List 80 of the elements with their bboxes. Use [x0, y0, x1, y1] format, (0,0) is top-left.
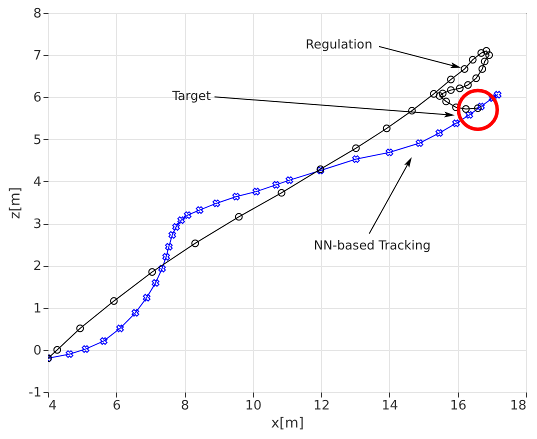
point — [477, 102, 485, 110]
point — [158, 264, 166, 272]
point — [416, 139, 424, 147]
y-tick-label: 0 — [33, 343, 42, 358]
point — [252, 188, 260, 196]
point — [162, 253, 170, 261]
point — [477, 49, 486, 57]
point — [386, 148, 394, 156]
x-tick-label: 18 — [510, 398, 526, 414]
point — [466, 111, 474, 119]
point — [172, 223, 180, 231]
y-tick-label: 6 — [33, 90, 42, 106]
y-tick-label: 5 — [33, 132, 42, 148]
point — [165, 242, 173, 251]
point — [177, 216, 185, 224]
point — [53, 346, 62, 354]
point — [485, 51, 493, 59]
point — [76, 324, 84, 332]
point — [232, 192, 240, 200]
point — [447, 76, 455, 84]
y-tick-label: 2 — [33, 259, 42, 274]
point — [272, 180, 280, 189]
point — [184, 211, 192, 219]
point — [110, 297, 118, 305]
point — [148, 268, 156, 276]
annotation: Regulation — [306, 36, 372, 52]
point — [452, 120, 460, 128]
point — [474, 104, 482, 112]
point — [462, 105, 470, 113]
point — [482, 47, 490, 55]
point — [382, 124, 391, 132]
point — [480, 58, 489, 66]
annotation: Target — [171, 88, 211, 103]
x-tick-label: 6 — [112, 398, 121, 414]
point — [100, 337, 108, 345]
point — [436, 92, 444, 100]
y-tick-label: 4 — [33, 174, 42, 190]
point — [352, 144, 360, 152]
y-axis-title: z[m] — [8, 187, 24, 219]
point — [456, 88, 499, 131]
point — [456, 84, 464, 92]
point — [235, 212, 243, 221]
point — [468, 56, 477, 64]
y-tick-label: 3 — [33, 217, 42, 232]
point — [430, 90, 438, 98]
point — [494, 90, 502, 99]
point — [212, 200, 220, 208]
x-tick-label: 12 — [313, 398, 330, 414]
x-tick-label: 16 — [450, 398, 466, 414]
point — [132, 309, 140, 317]
point — [66, 350, 74, 358]
point — [478, 65, 486, 73]
y-tick-label: 8 — [33, 6, 42, 22]
point — [191, 240, 200, 248]
y-tick-label: 7 — [33, 48, 42, 64]
annotation: NN-based Tracking — [314, 238, 431, 253]
point — [472, 74, 480, 82]
point — [142, 294, 150, 302]
point — [82, 345, 90, 353]
y-tick-label: 1 — [33, 301, 42, 316]
point — [352, 155, 360, 163]
point — [438, 90, 447, 98]
point — [286, 176, 294, 184]
x-tick-label: 4 — [48, 398, 57, 414]
point — [442, 98, 450, 106]
point — [447, 86, 455, 94]
point — [278, 188, 286, 197]
point — [116, 324, 124, 332]
point — [408, 106, 416, 115]
point — [464, 81, 472, 89]
point — [152, 279, 160, 287]
x-axis-title: x[m] — [271, 416, 304, 432]
x-tick-label: 8 — [180, 398, 190, 414]
point — [435, 129, 444, 137]
x-tick-label: 10 — [245, 398, 262, 414]
point — [196, 206, 204, 214]
y-tick-label: -1 — [28, 386, 42, 400]
point — [168, 231, 176, 239]
point — [460, 65, 468, 73]
x-tick-label: 14 — [382, 398, 398, 414]
